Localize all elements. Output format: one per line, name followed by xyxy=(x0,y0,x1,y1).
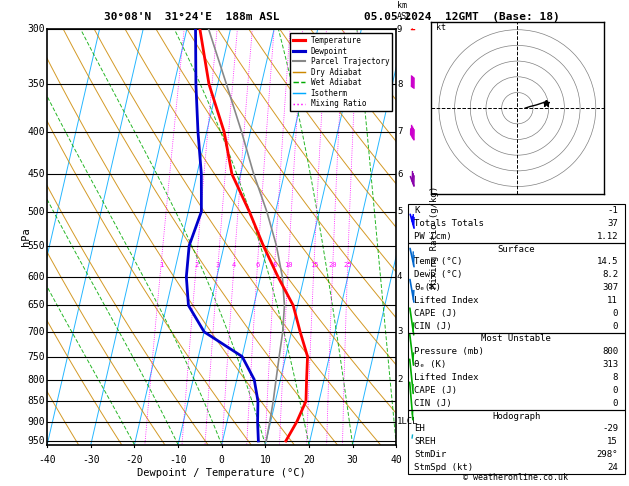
Text: 600: 600 xyxy=(28,272,45,282)
Text: 10: 10 xyxy=(260,455,271,465)
Text: Temp (°C): Temp (°C) xyxy=(414,258,462,266)
Text: CAPE (J): CAPE (J) xyxy=(414,309,457,318)
Text: 15: 15 xyxy=(608,437,618,446)
Text: 400: 400 xyxy=(28,127,45,137)
Text: 20: 20 xyxy=(303,455,315,465)
Text: -20: -20 xyxy=(126,455,143,465)
Text: 5: 5 xyxy=(397,207,403,216)
Text: 1.12: 1.12 xyxy=(596,232,618,241)
Text: km
ASL: km ASL xyxy=(397,1,412,21)
Text: © weatheronline.co.uk: © weatheronline.co.uk xyxy=(464,473,568,482)
Text: Dewpoint / Temperature (°C): Dewpoint / Temperature (°C) xyxy=(137,468,306,478)
Text: 15: 15 xyxy=(309,261,318,268)
Bar xyxy=(408,204,625,243)
Text: 8: 8 xyxy=(613,373,618,382)
Bar xyxy=(408,410,625,474)
Text: Dewp (°C): Dewp (°C) xyxy=(414,270,462,279)
Text: 8: 8 xyxy=(397,80,403,89)
Text: 2: 2 xyxy=(194,261,198,268)
Text: 6: 6 xyxy=(397,170,403,178)
Text: 298°: 298° xyxy=(596,450,618,459)
Legend: Temperature, Dewpoint, Parcel Trajectory, Dry Adiabat, Wet Adiabat, Isotherm, Mi: Temperature, Dewpoint, Parcel Trajectory… xyxy=(290,33,392,111)
Text: 800: 800 xyxy=(28,375,45,384)
Text: kt: kt xyxy=(436,23,446,32)
Text: 20: 20 xyxy=(328,261,337,268)
Text: Pressure (mb): Pressure (mb) xyxy=(414,347,484,356)
Text: 8.2: 8.2 xyxy=(602,270,618,279)
Text: EH: EH xyxy=(414,424,425,434)
Text: 3: 3 xyxy=(216,261,220,268)
Text: 05.05.2024  12GMT  (Base: 18): 05.05.2024 12GMT (Base: 18) xyxy=(364,12,560,22)
Text: 350: 350 xyxy=(28,79,45,89)
Text: 1LCL: 1LCL xyxy=(397,417,418,426)
Text: Lifted Index: Lifted Index xyxy=(414,296,479,305)
Text: 10: 10 xyxy=(284,261,292,268)
Text: CAPE (J): CAPE (J) xyxy=(414,386,457,395)
Text: 4: 4 xyxy=(397,272,403,281)
Text: K: K xyxy=(414,206,420,215)
Text: 4: 4 xyxy=(232,261,236,268)
Text: 300: 300 xyxy=(28,24,45,34)
Text: Most Unstable: Most Unstable xyxy=(481,334,551,344)
Text: 37: 37 xyxy=(608,219,618,228)
Text: 313: 313 xyxy=(602,360,618,369)
Text: 0: 0 xyxy=(613,309,618,318)
Text: -1: -1 xyxy=(608,206,618,215)
Text: 8: 8 xyxy=(272,261,277,268)
Text: StmSpd (kt): StmSpd (kt) xyxy=(414,463,473,472)
Text: 950: 950 xyxy=(28,436,45,446)
Text: 30: 30 xyxy=(347,455,359,465)
Text: -29: -29 xyxy=(602,424,618,434)
Text: Surface: Surface xyxy=(498,244,535,254)
Text: 500: 500 xyxy=(28,207,45,217)
Text: Hodograph: Hodograph xyxy=(492,412,540,420)
Text: 650: 650 xyxy=(28,300,45,311)
Text: 900: 900 xyxy=(28,417,45,427)
Text: -30: -30 xyxy=(82,455,99,465)
Text: 9: 9 xyxy=(397,25,403,34)
Text: 0: 0 xyxy=(613,399,618,408)
Text: hPa: hPa xyxy=(21,227,31,246)
Text: 450: 450 xyxy=(28,169,45,179)
Text: 800: 800 xyxy=(602,347,618,356)
Text: PW (cm): PW (cm) xyxy=(414,232,452,241)
Text: 25: 25 xyxy=(343,261,352,268)
Text: 0: 0 xyxy=(219,455,225,465)
Text: 550: 550 xyxy=(28,241,45,251)
Text: 30°08'N  31°24'E  188m ASL: 30°08'N 31°24'E 188m ASL xyxy=(104,12,280,22)
Bar xyxy=(408,243,625,332)
Text: Mixing Ratio (g/kg): Mixing Ratio (g/kg) xyxy=(430,186,438,288)
Text: CIN (J): CIN (J) xyxy=(414,322,452,330)
Text: 1: 1 xyxy=(159,261,163,268)
Text: 2: 2 xyxy=(397,375,403,384)
Text: Totals Totals: Totals Totals xyxy=(414,219,484,228)
Text: SREH: SREH xyxy=(414,437,436,446)
Text: 6: 6 xyxy=(255,261,260,268)
Text: -10: -10 xyxy=(169,455,187,465)
Text: 14.5: 14.5 xyxy=(596,258,618,266)
Text: 11: 11 xyxy=(608,296,618,305)
Text: 0: 0 xyxy=(613,386,618,395)
Text: 750: 750 xyxy=(28,351,45,362)
Text: 307: 307 xyxy=(602,283,618,292)
Text: 700: 700 xyxy=(28,327,45,337)
Text: CIN (J): CIN (J) xyxy=(414,399,452,408)
Text: StmDir: StmDir xyxy=(414,450,447,459)
Text: θₑ (K): θₑ (K) xyxy=(414,360,447,369)
Text: 3: 3 xyxy=(397,328,403,336)
Text: 24: 24 xyxy=(608,463,618,472)
Text: 0: 0 xyxy=(613,322,618,330)
Text: 7: 7 xyxy=(397,127,403,137)
Text: Lifted Index: Lifted Index xyxy=(414,373,479,382)
Text: -40: -40 xyxy=(38,455,56,465)
Text: 850: 850 xyxy=(28,396,45,406)
Text: 40: 40 xyxy=(391,455,402,465)
Text: θₑ(K): θₑ(K) xyxy=(414,283,441,292)
Bar xyxy=(408,332,625,410)
